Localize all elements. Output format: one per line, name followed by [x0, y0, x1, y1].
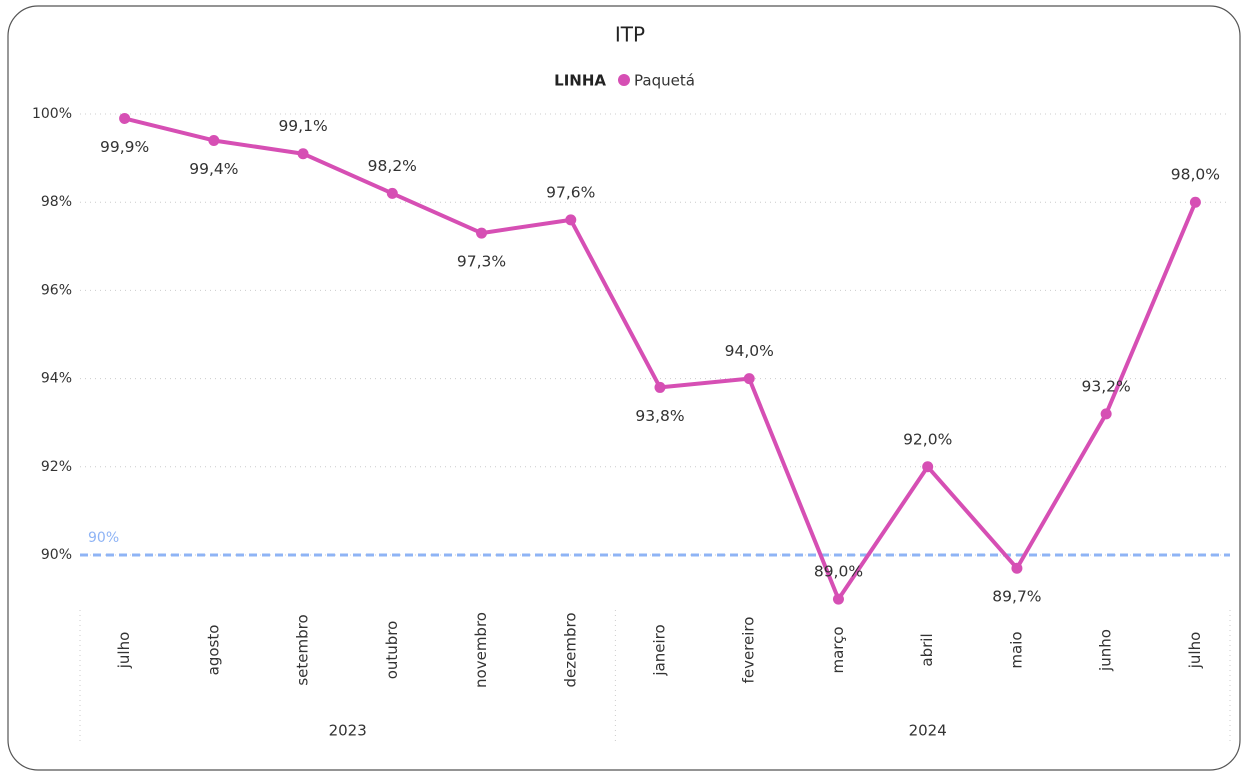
data-label: 99,1% — [278, 117, 327, 135]
x-tick-label: julho — [115, 632, 133, 670]
data-label: 99,4% — [189, 160, 238, 178]
data-label: 98,2% — [368, 157, 417, 175]
point — [476, 227, 488, 239]
x-tick-label: janeiro — [651, 624, 669, 676]
data-label: 98,0% — [1171, 166, 1220, 184]
point — [1011, 562, 1023, 574]
data-label: 94,0% — [725, 342, 774, 360]
x-tick-label: julho — [1186, 632, 1204, 670]
x-tick-label: setembro — [294, 614, 312, 685]
year-label: 2023 — [329, 722, 367, 740]
y-tick-label: 96% — [41, 282, 72, 298]
data-label: 93,8% — [635, 407, 684, 425]
x-tick-label: dezembro — [561, 613, 579, 688]
point — [922, 461, 934, 473]
point — [565, 214, 577, 226]
data-label: 97,3% — [457, 253, 506, 271]
data-label: 92,0% — [903, 430, 952, 448]
x-tick-label: abril — [918, 633, 936, 666]
point — [119, 112, 131, 124]
legend-label: Paquetá — [634, 72, 695, 90]
legend-marker — [618, 74, 630, 86]
y-tick-label: 90% — [41, 547, 72, 563]
y-tick-label: 92% — [41, 459, 72, 475]
point — [743, 373, 755, 385]
x-tick-label: agosto — [204, 625, 222, 676]
card — [7, 5, 1241, 771]
year-label: 2024 — [909, 722, 947, 740]
y-tick-label: 98% — [41, 194, 72, 210]
x-tick-label: novembro — [472, 612, 490, 688]
x-tick-label: fevereiro — [740, 617, 758, 684]
x-tick-label: março — [829, 626, 847, 673]
data-label: 89,0% — [814, 563, 863, 581]
point — [654, 381, 666, 393]
point — [1189, 196, 1201, 208]
legend-title: LINHA — [554, 72, 606, 90]
point — [1100, 408, 1112, 420]
data-label: 99,9% — [100, 138, 149, 156]
data-label: 89,7% — [992, 588, 1041, 606]
data-label: 97,6% — [546, 183, 595, 201]
y-tick-label: 100% — [32, 106, 72, 122]
x-tick-label: outubro — [383, 621, 401, 680]
y-tick-label: 94% — [41, 371, 72, 387]
point — [832, 593, 844, 605]
x-tick-label: junho — [1097, 629, 1115, 672]
point — [386, 187, 398, 199]
point — [297, 148, 309, 160]
data-label: 93,2% — [1082, 377, 1131, 395]
chart-title: ITP — [615, 23, 645, 47]
reference-label: 90% — [88, 530, 119, 546]
x-tick-label: maio — [1007, 631, 1025, 668]
point — [208, 134, 220, 146]
